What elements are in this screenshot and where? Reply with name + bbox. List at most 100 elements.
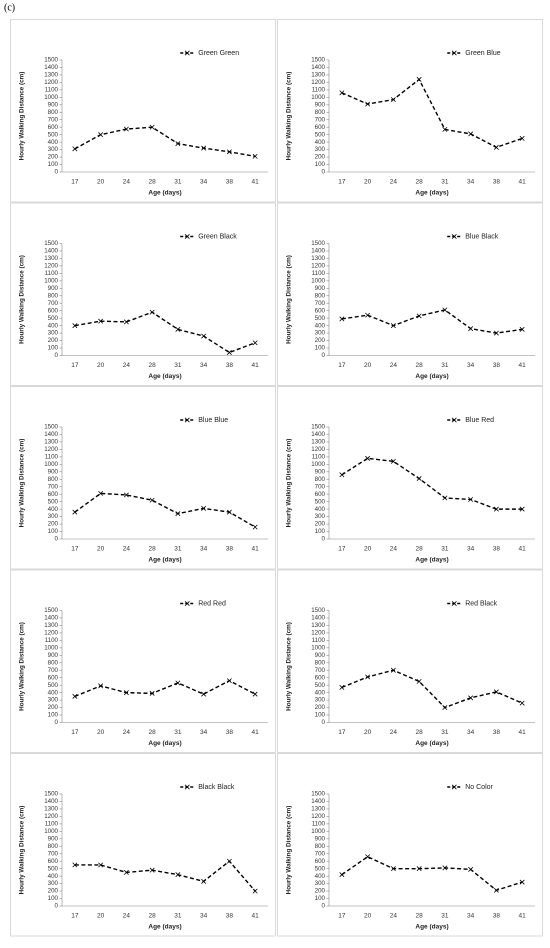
legend-marker — [184, 601, 190, 606]
point-marker — [175, 872, 181, 878]
series-line — [74, 492, 256, 528]
y-tick-label: 1200 — [311, 630, 325, 637]
x-tick-label: 31 — [174, 729, 182, 736]
x-tick-label: 41 — [519, 546, 527, 553]
y-tick-label: 0 — [322, 536, 326, 543]
point-marker — [468, 496, 474, 502]
x-tick-label: 20 — [97, 546, 105, 553]
y-tick-label: 1500 — [311, 607, 325, 614]
y-tick-label: 100 — [48, 895, 59, 902]
y-tick-label: 600 — [48, 124, 59, 131]
x-tick-label: 28 — [149, 546, 157, 553]
y-tick-label: 500 — [315, 315, 326, 322]
x-tick-label: 20 — [97, 179, 105, 186]
panel-border — [277, 202, 543, 386]
point-marker — [175, 511, 181, 517]
y-tick-label: 1000 — [311, 94, 325, 101]
x-tick-label: 31 — [441, 362, 449, 369]
y-tick-label: 1400 — [44, 64, 58, 71]
point-marker — [365, 455, 371, 461]
y-tick-label: 500 — [315, 682, 326, 689]
x-tick-label: 24 — [390, 179, 398, 186]
y-tick-label: 1000 — [44, 277, 58, 284]
chart-panel: 0100200300400500600700800900100011001200… — [277, 19, 543, 203]
point-marker — [252, 153, 258, 159]
x-tick-label: 41 — [252, 913, 260, 920]
x-tick-label: 31 — [441, 913, 449, 920]
y-tick-label: 100 — [315, 895, 326, 902]
x-tick-label: 28 — [149, 729, 157, 736]
series-line — [341, 78, 523, 149]
legend-label: No Color — [465, 784, 493, 791]
point-marker — [416, 313, 422, 319]
x-tick-label: 31 — [174, 362, 182, 369]
point-marker — [493, 330, 499, 336]
y-axis-title: Hourly Walking Distance (cm) — [19, 439, 26, 528]
point-marker — [226, 350, 232, 355]
point-marker — [226, 509, 232, 515]
series-line — [74, 679, 256, 698]
y-tick-label: 1200 — [44, 630, 58, 637]
y-tick-label: 800 — [48, 659, 59, 666]
point-marker — [442, 705, 448, 711]
x-tick-label: 38 — [226, 179, 234, 186]
point-marker — [519, 879, 525, 885]
y-tick-label: 0 — [322, 719, 326, 726]
x-tick-label: 38 — [493, 362, 501, 369]
point-marker — [72, 693, 78, 699]
legend-marker — [451, 50, 457, 56]
y-tick-label: 100 — [315, 712, 326, 719]
x-tick-label: 20 — [364, 913, 372, 920]
x-tick-label: 38 — [226, 729, 234, 736]
chart-panel: 0100200300400500600700800900100011001200… — [277, 202, 543, 386]
x-tick-label: 28 — [416, 913, 424, 920]
y-tick-label: 1400 — [44, 798, 58, 805]
point-marker — [416, 866, 422, 872]
x-tick-label: 17 — [71, 546, 79, 553]
point-marker — [123, 126, 129, 132]
y-tick-label: 1100 — [312, 821, 326, 828]
y-tick-label: 1400 — [44, 431, 58, 438]
point-marker — [226, 149, 232, 155]
chart-panel: 0100200300400500600700800900100011001200… — [277, 386, 543, 570]
point-marker — [416, 678, 422, 684]
y-tick-label: 1500 — [311, 424, 325, 431]
x-tick-label: 38 — [493, 179, 501, 186]
y-tick-label: 0 — [55, 169, 59, 176]
series-line — [341, 669, 523, 709]
y-tick-label: 1300 — [44, 255, 58, 262]
y-tick-label: 700 — [48, 667, 59, 674]
y-axis-title: Hourly Walking Distance (cm) — [286, 622, 293, 711]
y-tick-label: 100 — [48, 345, 59, 352]
y-tick-label: 1500 — [311, 791, 325, 798]
y-tick-label: 600 — [315, 307, 326, 314]
y-tick-label: 900 — [315, 101, 326, 108]
point-marker — [442, 865, 448, 871]
y-tick-label: 0 — [322, 169, 326, 176]
y-tick-label: 800 — [48, 476, 59, 483]
point-marker — [201, 505, 207, 511]
y-tick-label: 1000 — [44, 644, 58, 651]
x-tick-label: 24 — [390, 913, 398, 920]
chart-panel: 0100200300400500600700800900100011001200… — [10, 753, 276, 937]
y-tick-label: 1100 — [45, 87, 59, 94]
point-marker — [468, 866, 474, 872]
y-axis-title: Hourly Walking Distance (cm) — [19, 806, 26, 895]
y-tick-label: 200 — [48, 337, 59, 344]
legend-label: Blue Red — [465, 417, 494, 424]
x-axis-title: Age (days) — [148, 557, 181, 564]
y-tick-label: 500 — [315, 498, 326, 505]
y-tick-label: 200 — [48, 154, 59, 161]
y-tick-label: 600 — [315, 674, 326, 681]
x-tick-label: 17 — [71, 913, 79, 920]
x-tick-label: 24 — [123, 729, 131, 736]
point-marker — [123, 869, 129, 875]
y-tick-label: 1300 — [311, 72, 325, 79]
y-tick-label: 1200 — [44, 813, 58, 820]
y-tick-label: 400 — [48, 322, 59, 329]
x-tick-label: 17 — [338, 179, 346, 186]
point-marker — [175, 141, 181, 147]
x-tick-label: 28 — [149, 362, 157, 369]
point-marker — [98, 683, 104, 689]
